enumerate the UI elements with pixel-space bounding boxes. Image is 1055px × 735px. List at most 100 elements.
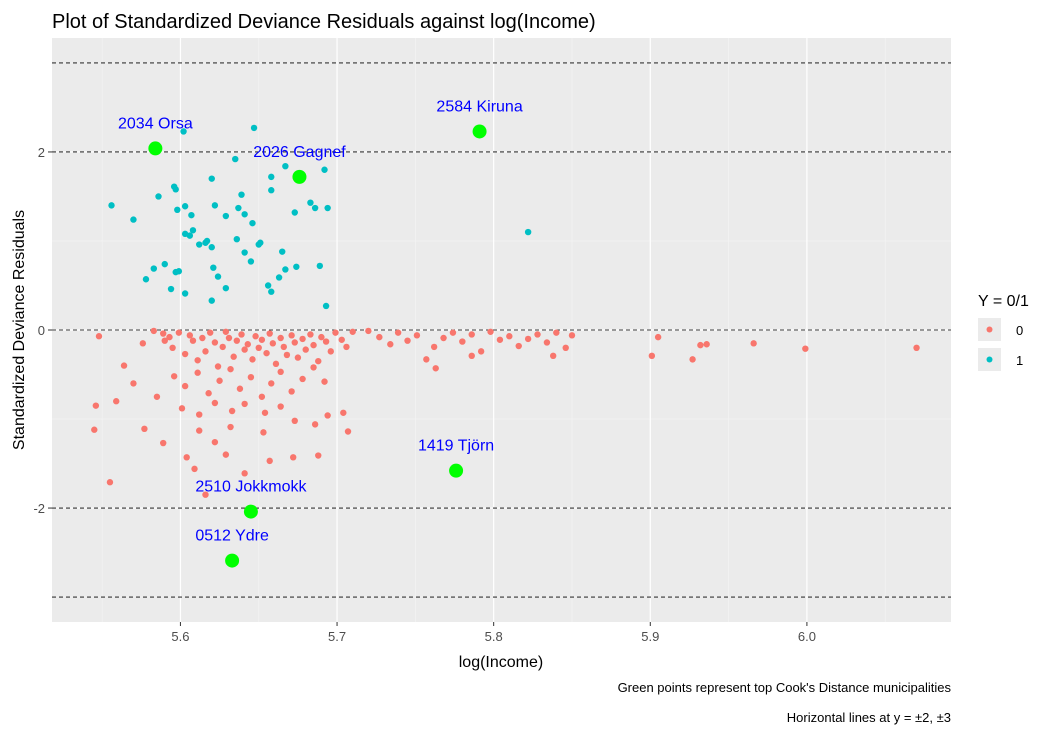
data-point-y1 [172,186,179,193]
data-point-y1 [130,216,137,223]
highlight-point [292,169,307,184]
data-point-y0 [227,365,234,373]
data-point-y1 [174,206,181,214]
data-point-y0 [294,354,302,361]
data-point-y0 [689,356,696,363]
data-point-y0 [211,339,219,346]
data-point-y1 [208,297,215,304]
data-point-y1 [186,232,194,239]
data-point-y0 [568,332,576,339]
data-point-y0 [272,360,280,368]
data-point-y0 [241,400,248,408]
data-point-y0 [315,357,322,365]
data-point-y0 [332,329,339,336]
legend-key-1-swatch [986,356,993,363]
data-point-y0 [258,336,266,343]
data-point-y1 [233,235,241,243]
data-point-y0 [534,331,541,338]
data-point-y0 [233,337,241,344]
data-point-y1 [222,284,230,292]
data-point-y1 [188,211,195,219]
data-point-y0 [318,333,325,341]
highlight-label: 1419 Tjörn [418,438,494,455]
x-tick-label: 5.7 [328,629,346,644]
data-point-y0 [258,393,266,400]
data-point-y0 [291,417,298,425]
data-point-y1 [181,290,189,297]
data-point-y0 [186,332,194,339]
data-point-y0 [95,333,103,340]
data-point-y0 [524,335,532,343]
data-point-y0 [139,340,147,347]
data-point-y0 [506,333,513,340]
data-point-y0 [211,438,219,446]
data-point-y0 [228,407,236,415]
data-point-y0 [205,390,212,397]
data-point-y0 [703,341,710,348]
data-point-y0 [344,428,352,435]
data-point-y1 [247,258,255,265]
data-point-y0 [120,362,128,369]
data-point-y1 [282,266,289,273]
highlighted-points [148,124,487,568]
caption-line-1: Green points represent top Cook's Distan… [618,680,952,695]
data-point-y1 [268,288,275,295]
data-point-y0 [515,342,522,350]
data-point-y1 [161,260,168,268]
legend-label-0: 0 [1016,323,1023,338]
data-point-y0 [241,346,248,353]
data-point-y0 [266,330,273,337]
data-point-y0 [549,352,557,360]
highlight-label: 0512 Ydre [195,528,269,545]
data-point-y0 [432,365,439,372]
data-point-y0 [280,343,287,351]
data-point-y0 [170,373,178,380]
data-point-y0 [260,429,267,436]
highlight-label: 2026 Gagnef [253,144,346,161]
y-tick-label: -2 [33,501,45,516]
data-point-y0 [291,339,298,346]
highlight-point [449,463,464,478]
data-point-y1 [282,162,289,170]
data-point-y0 [130,380,137,387]
data-point-y0 [283,351,291,359]
data-point-y0 [277,368,284,376]
data-point-y0 [750,340,757,347]
data-point-y0 [196,411,203,418]
data-point-y0 [161,337,168,344]
data-point-y0 [252,333,259,340]
data-point-y1 [264,282,272,289]
highlight-point [148,141,163,156]
x-tick-label: 6.0 [798,629,816,644]
data-point-y1 [316,262,324,270]
data-point-y1 [180,128,187,135]
y-axis: -2 0 2 [33,145,52,516]
data-point-y1 [196,241,203,248]
data-point-y0 [468,331,475,338]
chart-title: Plot of Standardized Deviance Residuals … [52,11,596,33]
data-point-y0 [202,491,209,498]
data-point-y1 [203,237,211,245]
data-point-y0 [241,470,248,477]
data-point-y0 [191,465,198,473]
data-point-y0 [222,328,230,335]
data-point-y0 [244,341,251,348]
highlight-label: 2510 Jokkmokk [195,479,307,496]
data-point-y0 [311,421,319,428]
data-point-y1 [235,204,242,212]
data-point-y0 [247,373,255,381]
data-point-y0 [648,352,656,360]
series-0-points [91,327,920,498]
y-tick-label: 2 [38,145,45,160]
data-point-y0 [349,328,356,335]
data-point-y0 [307,331,314,338]
data-point-y1 [524,228,532,236]
data-point-y1 [108,202,115,209]
data-point-y0 [459,338,466,345]
data-point-y1 [321,166,328,173]
data-point-y1 [241,211,248,218]
data-point-y0 [340,409,347,416]
data-point-y0 [487,328,494,335]
data-point-y0 [449,329,457,336]
data-point-y1 [311,204,319,212]
